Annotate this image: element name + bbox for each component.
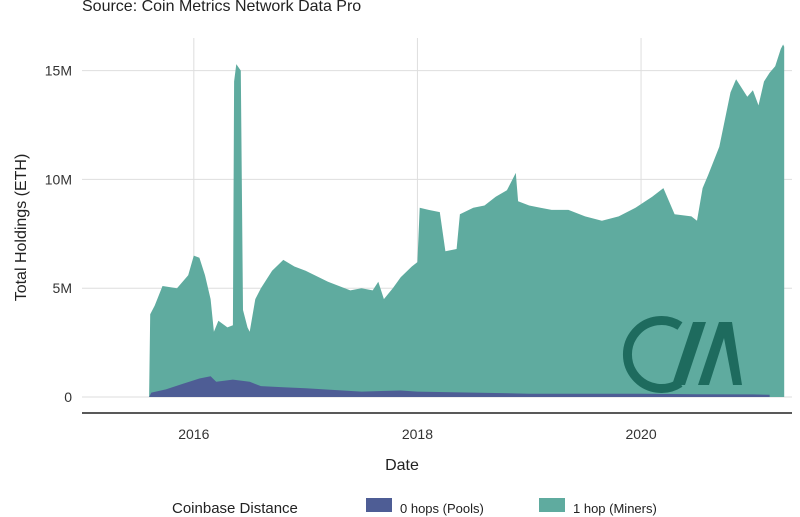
- y-tick-label-3: 15M: [45, 63, 72, 79]
- y-axis-title: Total Holdings (ETH): [13, 154, 30, 302]
- y-tick-label-2: 10M: [45, 171, 72, 187]
- legend-swatch-pools: [366, 498, 392, 512]
- cm-logo-m: [698, 322, 742, 385]
- x-tick-label-2: 2020: [625, 426, 656, 442]
- y-tick-label-0: 0: [64, 389, 72, 405]
- legend: Coinbase Distance 0 hops (Pools) 1 hop (…: [0, 496, 800, 517]
- legend-title: Coinbase Distance: [172, 500, 298, 517]
- stacked-areas: [149, 44, 785, 397]
- x-tick-label-1: 2018: [402, 426, 433, 442]
- legend-label-miners: 1 hop (Miners): [573, 501, 657, 516]
- cm-logo-c: [623, 316, 683, 393]
- series-area-pools: [149, 376, 770, 397]
- cm-logo-icon: [623, 316, 742, 393]
- axes: 0 5M 10M 15M 2016 2018 2020: [45, 63, 792, 442]
- cm-logo-slash: [672, 322, 706, 385]
- series-area-miners: [149, 44, 785, 397]
- legend-label-pools: 0 hops (Pools): [400, 501, 484, 516]
- x-axis-title: Date: [385, 457, 419, 474]
- legend-swatch-miners: [539, 498, 565, 512]
- x-tick-label-0: 2016: [178, 426, 209, 442]
- y-tick-label-1: 5M: [53, 280, 72, 296]
- source-caption: Source: Coin Metrics Network Data Pro: [82, 0, 362, 15]
